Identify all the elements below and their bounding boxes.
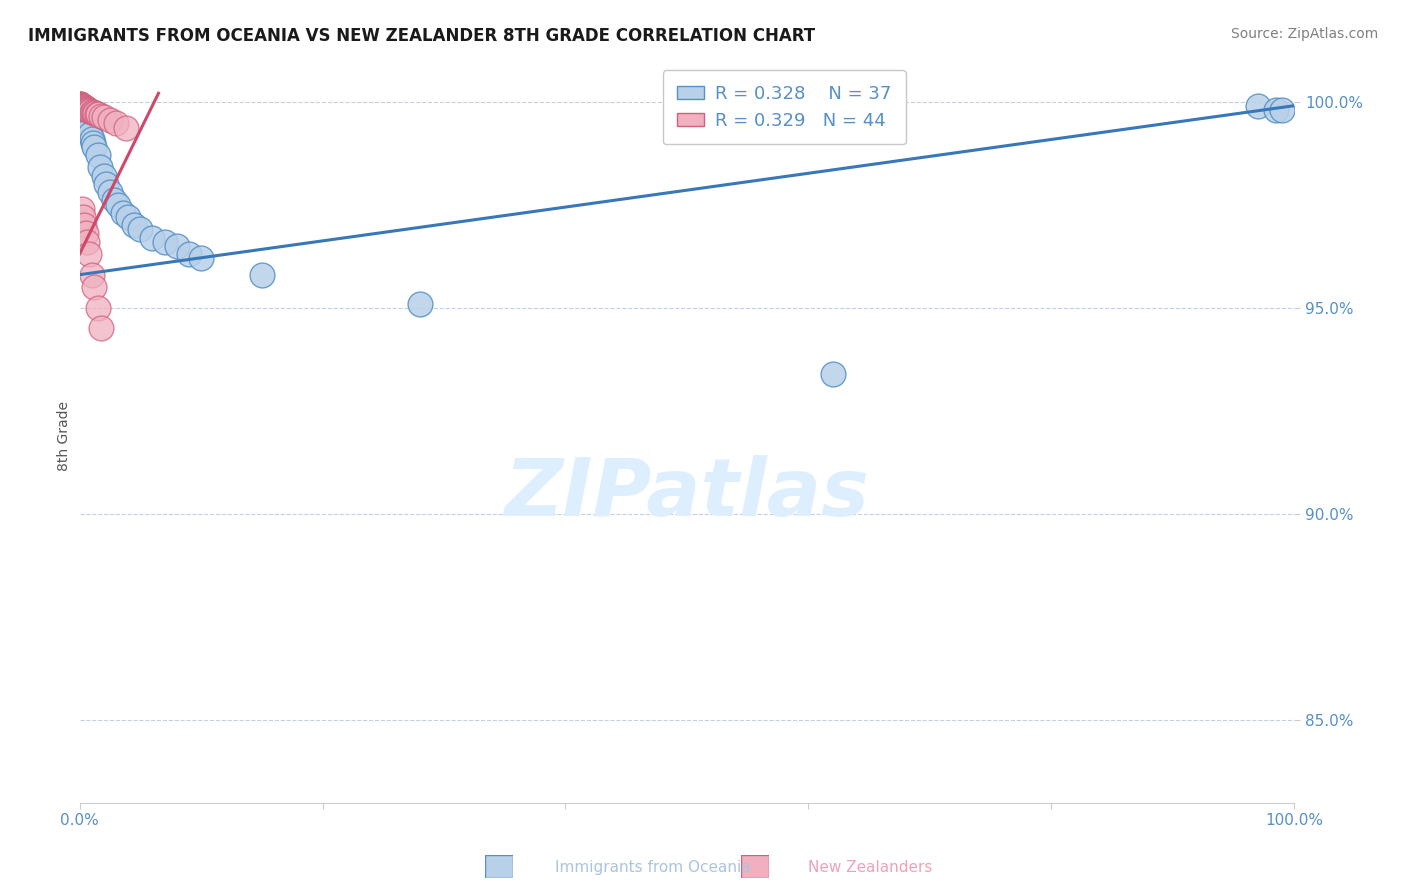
Point <box>72 100 94 114</box>
Point <box>77 103 100 118</box>
Point <box>80 104 103 119</box>
Point <box>821 367 844 381</box>
Point <box>98 113 121 128</box>
Point <box>76 235 98 249</box>
Point <box>98 186 121 200</box>
Point <box>104 116 127 130</box>
Point <box>70 98 93 112</box>
Point <box>70 202 93 216</box>
Point <box>72 111 94 125</box>
Point <box>76 103 98 117</box>
Point <box>153 235 176 249</box>
Point <box>122 218 145 232</box>
Point <box>69 97 91 112</box>
Point <box>93 110 115 124</box>
Point <box>70 99 93 113</box>
Point <box>84 106 107 120</box>
Point <box>80 131 103 145</box>
Point <box>79 128 101 142</box>
Text: Source: ZipAtlas.com: Source: ZipAtlas.com <box>1230 27 1378 41</box>
Text: Immigrants from Oceania: Immigrants from Oceania <box>555 860 751 874</box>
Point <box>76 120 98 134</box>
Point <box>69 98 91 112</box>
Point <box>69 96 91 111</box>
Point <box>250 268 273 282</box>
Point <box>72 100 94 114</box>
Point <box>75 227 97 241</box>
Point <box>70 107 93 121</box>
Point <box>112 206 135 220</box>
Point <box>86 107 108 121</box>
Point <box>70 111 93 125</box>
Point <box>190 251 212 265</box>
Point <box>89 161 111 175</box>
Point <box>69 97 91 112</box>
Point <box>80 268 103 282</box>
Point <box>82 136 104 150</box>
Text: ZIPatlas: ZIPatlas <box>505 455 869 533</box>
Point <box>79 103 101 118</box>
Point <box>69 97 91 112</box>
Point <box>114 121 136 136</box>
Point <box>107 197 129 211</box>
Point <box>177 247 200 261</box>
Point <box>69 97 91 112</box>
Point <box>103 194 125 208</box>
Point <box>73 100 96 114</box>
Y-axis label: 8th Grade: 8th Grade <box>58 401 72 470</box>
Point <box>90 321 112 335</box>
Point <box>77 123 100 137</box>
Point <box>117 210 139 224</box>
Point <box>87 107 110 121</box>
Point <box>73 107 96 121</box>
Text: IMMIGRANTS FROM OCEANIA VS NEW ZEALANDER 8TH GRADE CORRELATION CHART: IMMIGRANTS FROM OCEANIA VS NEW ZEALANDER… <box>28 27 815 45</box>
Point <box>93 169 115 183</box>
Point <box>87 301 110 315</box>
Point <box>69 107 91 121</box>
Point <box>72 115 94 129</box>
Point <box>83 140 105 154</box>
Point <box>72 99 94 113</box>
Point <box>70 99 93 113</box>
Legend: R = 0.328    N = 37, R = 0.329   N = 44: R = 0.328 N = 37, R = 0.329 N = 44 <box>662 70 905 145</box>
Point <box>69 98 91 112</box>
Point <box>76 102 98 116</box>
Point <box>83 280 105 294</box>
Point <box>75 101 97 115</box>
Point <box>77 103 100 118</box>
Point <box>141 230 163 244</box>
Point <box>87 148 110 162</box>
Point <box>90 109 112 123</box>
Point <box>83 105 105 120</box>
Point <box>129 222 152 236</box>
Point <box>73 218 96 232</box>
Point <box>1247 98 1270 112</box>
Point <box>75 111 97 125</box>
Point <box>166 239 188 253</box>
Point <box>1265 103 1288 117</box>
Point <box>72 210 94 224</box>
Point <box>82 105 104 120</box>
Point <box>77 103 100 117</box>
Point <box>69 103 91 117</box>
Point <box>75 102 97 116</box>
Text: New Zealanders: New Zealanders <box>808 860 932 874</box>
Point <box>1271 103 1294 117</box>
Point <box>96 177 118 191</box>
Point <box>77 120 100 134</box>
Point <box>73 101 96 115</box>
Point <box>409 296 432 310</box>
Point <box>77 247 100 261</box>
